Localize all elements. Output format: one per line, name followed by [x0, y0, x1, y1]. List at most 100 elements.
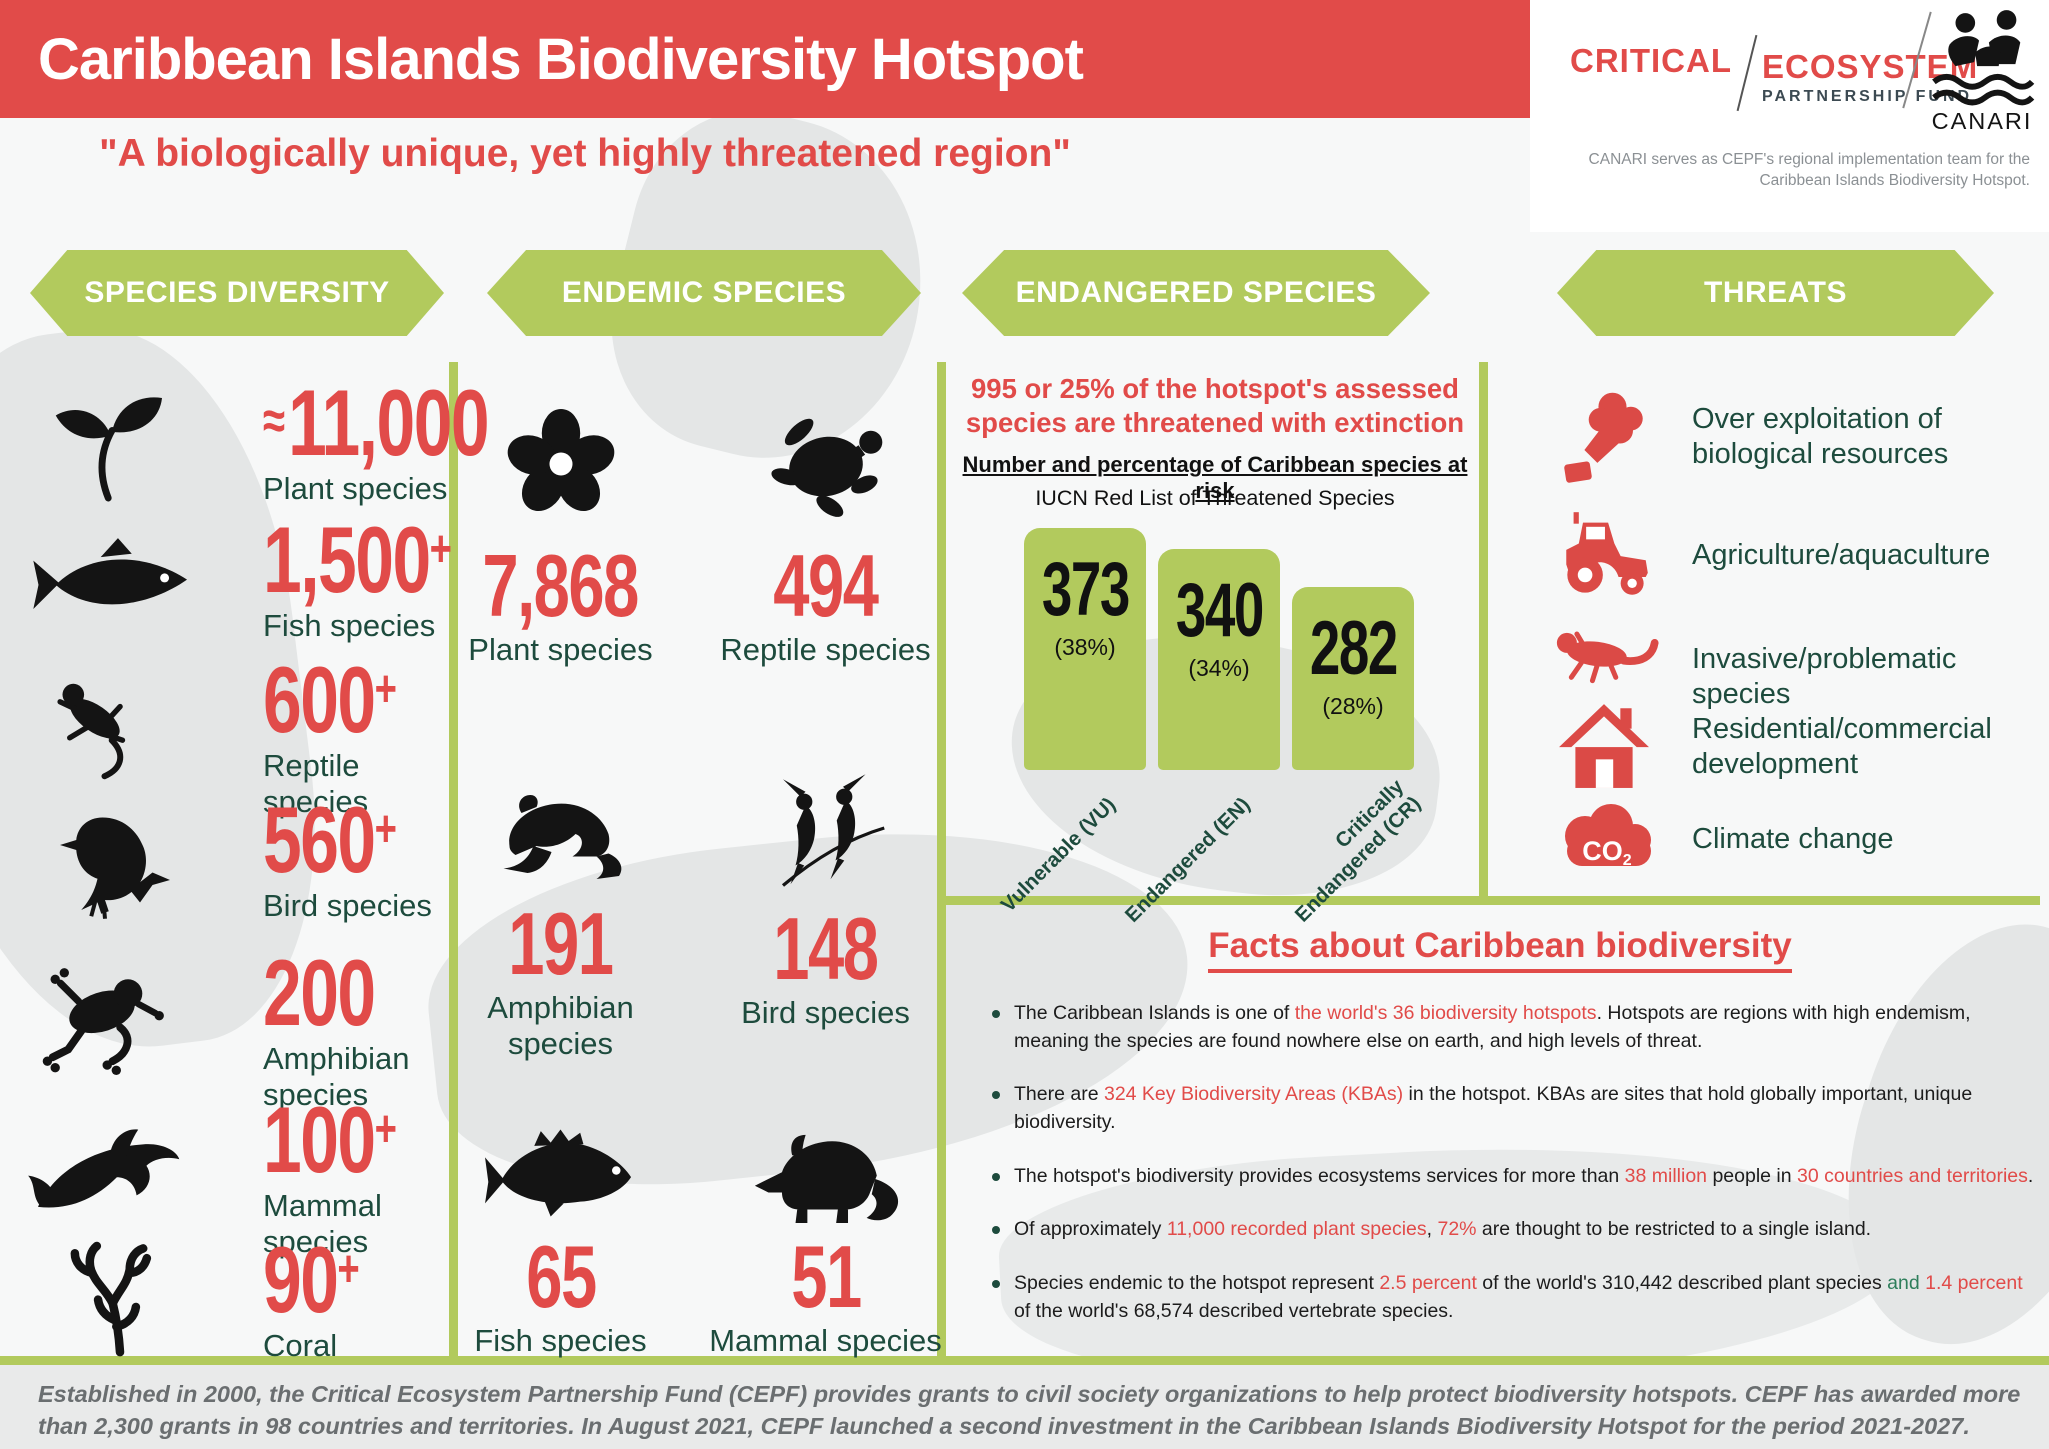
banner-endemic-species: ENDEMIC SPECIES [487, 250, 921, 336]
endemic-row: 191 Amphibian species [438, 768, 948, 1062]
species-label: Amphibian species [263, 1041, 410, 1113]
bar-percent: (34%) [1188, 655, 1250, 682]
canari-logo-icon: CANARI [1928, 6, 2036, 138]
species-count: 51 [790, 1227, 862, 1326]
endemic-row: 7,868 Plant species 494 Reptile species [438, 400, 948, 668]
endemic-cell: 65 Fish species [438, 1118, 683, 1359]
cepf-logo-word: PARTNERSHIP FUND [1761, 88, 1973, 105]
invasive-lizard-icon [1552, 614, 1664, 694]
banner-species-diversity: SPECIES DIVERSITY [30, 250, 444, 336]
species-label: Amphibian species [487, 989, 634, 1061]
banner-threats: THREATS [1557, 250, 1994, 336]
bar-value: 373 [1041, 547, 1130, 632]
divider-vertical [1479, 362, 1488, 905]
fish-icon [22, 533, 207, 628]
cepf-logo-word: CRITICAL [1570, 42, 1732, 79]
species-label: Bird species [741, 994, 910, 1030]
fact-bullet: Species endemic to the hotspot represent… [988, 1270, 2040, 1325]
bar-percent: (38%) [1054, 634, 1116, 661]
species-label: Mammal species [709, 1322, 942, 1358]
species-count: 1,500 [263, 507, 431, 612]
deforestation-icon [1552, 382, 1660, 492]
species-label: Plant species [468, 631, 653, 667]
bar-critically-endangered: 282 (28%) [1292, 587, 1414, 770]
species-label: Mammal species [263, 1188, 382, 1260]
fact-bullet: Of approximately 11,000 recorded plant s… [988, 1216, 2040, 1244]
cepf-logo-divider [1736, 34, 1758, 112]
divider-vertical [449, 362, 458, 1362]
species-count: 11,000 [288, 370, 490, 475]
grouper-fish-icon [438, 1118, 683, 1223]
endemic-cell: 51 Mammal species [703, 1118, 948, 1359]
svg-text:CANARI: CANARI [1932, 108, 2033, 134]
chart-subtitle: IUCN Red List of Threatened Species [1035, 486, 1395, 510]
species-count: 90 [263, 1227, 339, 1332]
bar-vulnerable: 373 (38%) [1024, 528, 1146, 770]
svg-text:CO2: CO2 [1582, 836, 1632, 869]
endangered-headline: 995 or 25% of the hotspot's assessed spe… [965, 373, 1465, 438]
threat-label: Agriculture/aquaculture [1692, 539, 1991, 571]
tree-frog-icon [22, 952, 182, 1082]
flower-icon [438, 400, 683, 528]
gecko-icon [22, 661, 187, 781]
threat-label: Invasive/problematic species [1692, 643, 1957, 710]
endemic-cell: 191 Amphibian species [438, 768, 683, 1062]
bar-percent: (28%) [1322, 693, 1384, 720]
species-count: 65 [525, 1227, 597, 1326]
divider-horizontal [937, 896, 2040, 905]
co2-cloud-icon: CO2 [1552, 798, 1664, 878]
sea-turtle-icon [703, 400, 948, 528]
header-bar: Caribbean Islands Biodiversity Hotspot [0, 0, 1530, 118]
species-count: 191 [508, 894, 614, 993]
footer-band [0, 1365, 2049, 1449]
species-count: 100 [263, 1087, 376, 1192]
cepf-logo: CRITICAL ECOSYSTEM PARTNERSHIP FUND [1570, 34, 1978, 112]
seedling-icon [22, 378, 197, 503]
bar-endangered: 340 (34%) [1158, 549, 1280, 770]
logo-panel: CRITICAL ECOSYSTEM PARTNERSHIP FUND [1530, 0, 2049, 232]
fact-bullet: The Caribbean Islands is one of the worl… [988, 1000, 2040, 1055]
tractor-icon [1552, 508, 1660, 600]
facts-list: The Caribbean Islands is one of the worl… [988, 1000, 2040, 1352]
species-label: Bird species [263, 888, 432, 924]
species-count: 494 [773, 536, 879, 635]
bird-icon [50, 795, 190, 920]
perched-birds-icon [703, 768, 948, 893]
endemic-cell: 7,868 Plant species [438, 400, 683, 668]
species-label: Reptile species [263, 748, 369, 820]
approx-symbol: ≈ [263, 389, 286, 451]
threat-label: Climate change [1692, 823, 1894, 855]
dolphin-icon [22, 1105, 192, 1220]
species-label: Reptile species [720, 631, 931, 667]
species-label: Fish species [263, 608, 436, 644]
threat-label: Residential/commercial development [1692, 713, 1992, 780]
endemic-cell: 494 Reptile species [703, 400, 948, 668]
fact-bullet: The hotspot's biodiversity provides ecos… [988, 1163, 2040, 1191]
bar-value: 340 [1175, 568, 1264, 653]
bar-value: 282 [1309, 606, 1398, 691]
bar-chart: 373 (38%) 340 (34%) 282 (28%) [1024, 528, 1414, 770]
species-label: Plant species [263, 471, 448, 507]
page-subtitle: "A biologically unique, yet highly threa… [99, 132, 1071, 175]
footer-text: Established in 2000, the Critical Ecosys… [38, 1381, 2021, 1440]
coral-icon [55, 1235, 185, 1357]
species-count: 600 [263, 647, 376, 752]
species-count: 200 [263, 940, 376, 1045]
endemic-row: 65 Fish species 51 Mammal species [438, 1118, 948, 1359]
mammal-icon [703, 1118, 948, 1223]
banner-endangered-species: ENDANGERED SPECIES [962, 250, 1430, 336]
page-title: Caribbean Islands Biodiversity Hotspot [38, 26, 1084, 92]
chart-title: Number and percentage of Caribbean speci… [962, 452, 1468, 503]
threat-label: Over exploitation of biological resource… [1692, 403, 1949, 470]
facts-section: Facts about Caribbean biodiversity [990, 926, 2010, 973]
species-count: 148 [773, 899, 879, 998]
house-icon [1552, 696, 1656, 790]
species-count: 7,868 [482, 536, 640, 635]
endemic-cell: 148 Bird species [703, 768, 948, 1062]
fact-bullet: There are 324 Key Biodiversity Areas (KB… [988, 1081, 2040, 1136]
canari-caption: CANARI serves as CEPF's regional impleme… [1588, 151, 2030, 189]
species-count: 560 [263, 787, 376, 892]
facts-title: Facts about Caribbean biodiversity [1208, 926, 1792, 973]
species-label: Fish species [474, 1322, 647, 1358]
